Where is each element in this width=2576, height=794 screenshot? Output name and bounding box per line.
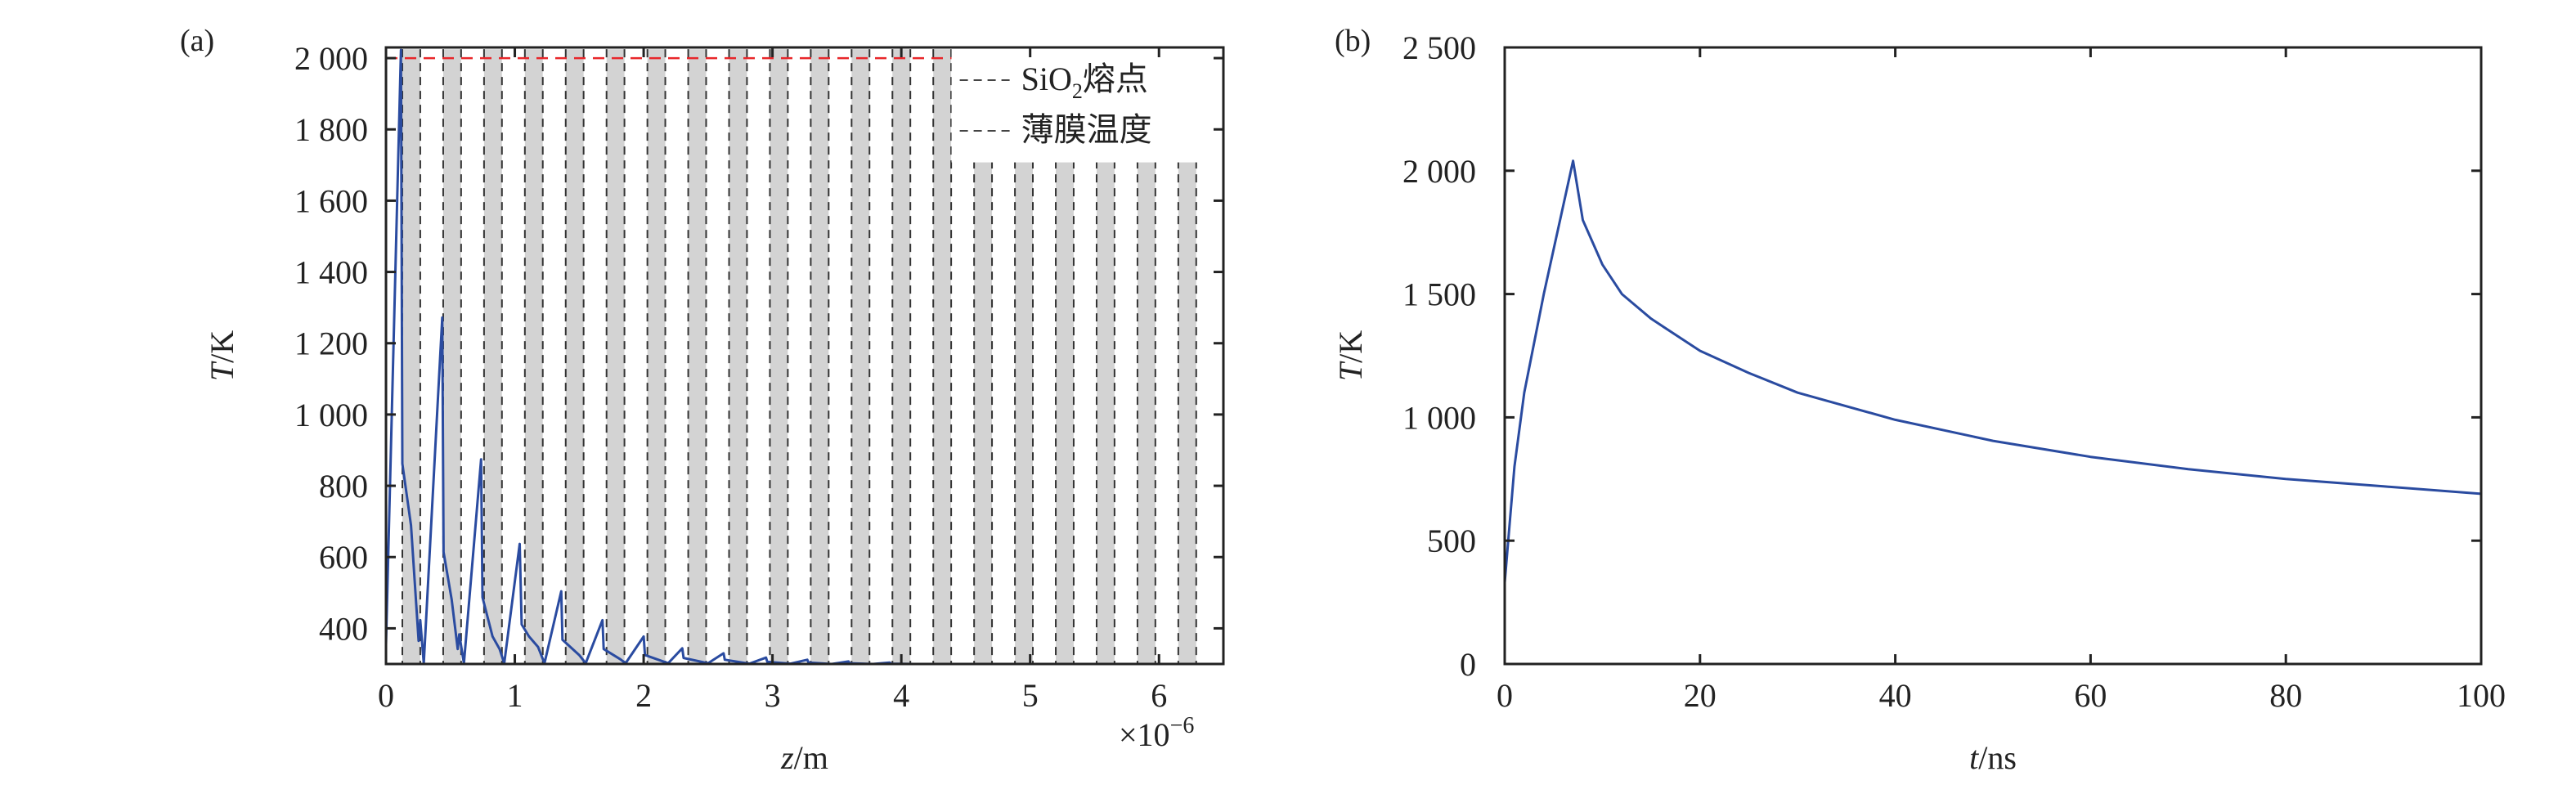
x-axis-label: t/ns xyxy=(1969,739,2017,776)
y-axis-label: T/K xyxy=(204,330,240,381)
sio2-layer-bar xyxy=(483,49,502,664)
sio2-layer-bar xyxy=(1178,49,1196,664)
panel-label: (b) xyxy=(1335,24,1371,58)
y-tick-label: 500 xyxy=(1427,523,1476,559)
x-tick-label: 100 xyxy=(2457,677,2506,714)
x-tick-label: 5 xyxy=(1022,677,1039,714)
axes-frame xyxy=(1503,46,2483,666)
x-axis-label: z/m xyxy=(780,739,828,776)
y-tick-label: 400 xyxy=(319,610,368,647)
legend-box xyxy=(951,49,1222,163)
sio2-layer-bar xyxy=(810,49,829,664)
x-tick-label: 1 xyxy=(507,677,523,714)
y-tick-label: 1 000 xyxy=(1402,399,1476,436)
y-tick-label: 1 800 xyxy=(294,111,368,148)
x-tick-label: 80 xyxy=(2269,677,2302,714)
y-tick-label: 800 xyxy=(319,468,368,505)
y-tick-label: 0 xyxy=(1460,646,1476,683)
sio2-layer-bar xyxy=(1096,49,1115,664)
x-tick-label: 4 xyxy=(893,677,909,714)
y-tick-label: 1 500 xyxy=(1402,276,1476,313)
sio2-layer-bar xyxy=(974,49,993,664)
y-tick-label: 1 600 xyxy=(294,182,368,219)
plot-area xyxy=(386,48,1198,664)
x-tick-label: 20 xyxy=(1684,677,1717,714)
sio2-layer-bar xyxy=(933,49,952,664)
sio2-layer-bar xyxy=(647,49,666,664)
panel-label: (a) xyxy=(180,24,214,58)
sio2-layer-bar xyxy=(1056,49,1074,664)
sio2-layer-bar xyxy=(524,49,543,664)
sio2-layer-bar xyxy=(1137,49,1156,664)
sio2-layer-bar xyxy=(851,49,870,664)
y-tick-label: 600 xyxy=(319,539,368,576)
x-tick-label: 3 xyxy=(765,677,781,714)
x-tick-label: 60 xyxy=(2074,677,2107,714)
sio2-layer-bar xyxy=(402,49,420,664)
sio2-layer-bar xyxy=(729,49,747,664)
y-tick-label: 2 000 xyxy=(1402,153,1476,190)
x-tick-label: 40 xyxy=(1879,677,1912,714)
y-tick-label: 1 400 xyxy=(294,254,368,291)
sio2-layer-bar xyxy=(442,49,461,664)
y-tick-label: 1 000 xyxy=(294,397,368,433)
x-axis-multiplier: ×10−6 xyxy=(1119,713,1194,753)
x-tick-label: 6 xyxy=(1151,677,1167,714)
y-tick-label: 2 000 xyxy=(294,40,368,77)
sio2-layer-bar xyxy=(606,49,625,664)
sio2-layer-bar xyxy=(892,49,911,664)
y-tick-label: 2 500 xyxy=(1402,29,1476,66)
x-tick-label: 0 xyxy=(378,677,394,714)
sio2-layer-bar xyxy=(688,49,707,664)
y-tick-label: 1 200 xyxy=(294,325,368,362)
x-tick-label: 0 xyxy=(1497,677,1513,714)
legend-entry-label: SiO2熔点 xyxy=(1021,61,1148,103)
sio2-layer-bar xyxy=(1015,49,1034,664)
sio2-layer-bar xyxy=(770,49,788,664)
x-tick-label: 2 xyxy=(635,677,652,714)
legend-entry-label: 薄膜温度 xyxy=(1021,111,1152,148)
y-axis-label: T/K xyxy=(1332,330,1369,381)
plot-area xyxy=(1505,159,2481,583)
axes-frame xyxy=(384,46,1225,666)
sio2-layer-bar xyxy=(565,49,584,664)
temperature-curve xyxy=(1505,159,2481,583)
